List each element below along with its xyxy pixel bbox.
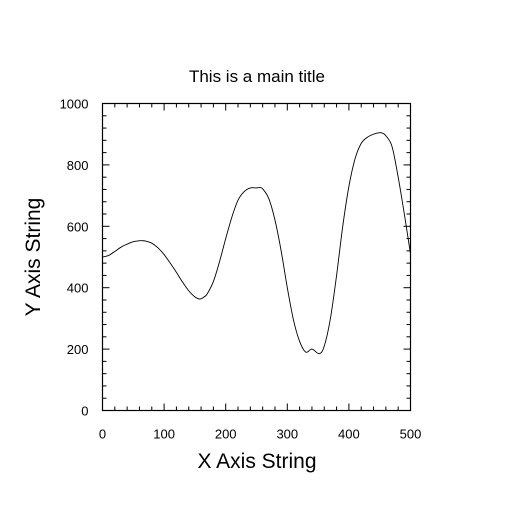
major-ticks [102, 103, 411, 411]
x-tick-labels: 0 100 200 300 400 500 [99, 427, 421, 442]
x-tick-label: 500 [400, 427, 422, 442]
y-tick-label: 800 [67, 158, 89, 173]
y-tick-label: 600 [67, 219, 89, 234]
series-line [102, 132, 411, 355]
y-tick-labels: 0 200 400 600 800 1000 [60, 97, 89, 419]
x-tick-label: 0 [99, 427, 106, 442]
plot-area-frame [101, 102, 412, 412]
y-tick-label: 400 [67, 281, 89, 296]
chart-title: This is a main title [189, 67, 325, 86]
y-tick-label: 200 [67, 342, 89, 357]
x-tick-label: 300 [276, 427, 298, 442]
y-tick-label: 1000 [60, 97, 89, 112]
y-tick-label: 0 [81, 404, 88, 419]
minor-ticks [102, 103, 411, 411]
x-axis-label: X Axis String [197, 450, 316, 473]
x-tick-label: 400 [338, 427, 360, 442]
x-tick-label: 100 [153, 427, 175, 442]
y-axis-label: Y Axis String [22, 198, 45, 317]
x-tick-label: 200 [215, 427, 237, 442]
